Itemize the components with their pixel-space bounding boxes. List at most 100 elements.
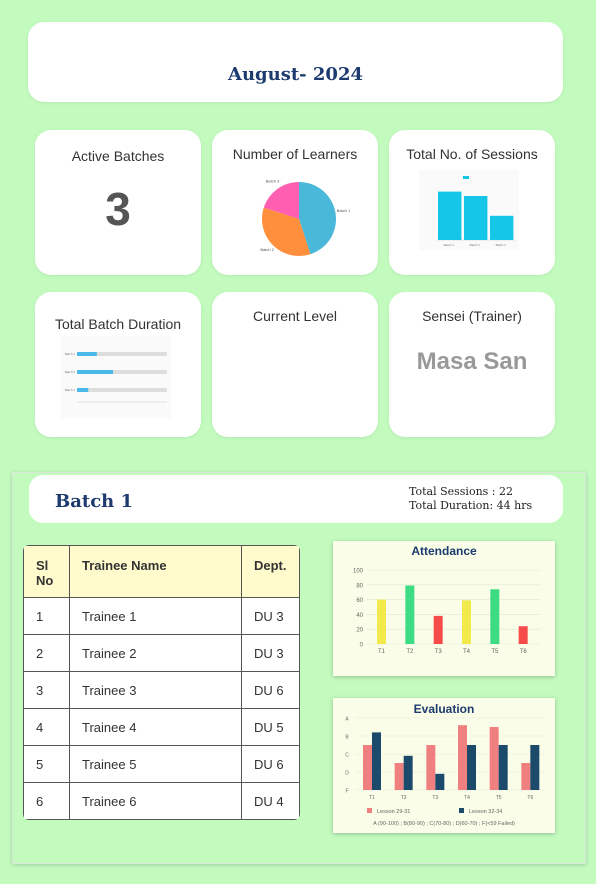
duration-card: Total Batch Duration Batch 1 Batch 2 Batch… — [35, 292, 201, 437]
cell-dept: DU 4 — [241, 782, 300, 820]
evaluation-bar — [489, 727, 499, 790]
cell-dept: DU 3 — [241, 634, 300, 672]
attendance-bar-chart: 0 20 40 60 80 100 T1 T2 T3 T4 T5 T6 — [353, 569, 541, 655]
x-tick-label: T2 — [406, 649, 414, 655]
y-tick-label: D — [345, 771, 349, 777]
duration-track — [77, 352, 167, 356]
level-card: Current Level — [212, 292, 378, 437]
duration-bar — [77, 388, 89, 392]
trainer-name: Masa San — [416, 348, 528, 375]
x-tick-label: T4 — [464, 795, 470, 801]
x-tick-label: T1 — [378, 649, 386, 655]
y-tick-label: Batch 1 — [65, 352, 76, 356]
pie-slice-label: Batch 2 — [260, 247, 274, 252]
attendance-bar — [490, 589, 500, 644]
cell-dept: DU 3 — [241, 597, 300, 635]
y-tick-label: 20 — [356, 628, 363, 634]
evaluation-bar — [394, 763, 404, 790]
y-tick-label: 40 — [356, 613, 363, 619]
table-row: 2 Trainee 2 DU 3 — [23, 634, 300, 672]
x-tick-label: T5 — [496, 795, 502, 801]
evaluation-bar — [467, 745, 476, 790]
cell-sl-no: 1 — [23, 597, 70, 635]
duration-track — [77, 370, 167, 374]
x-tick-label: T4 — [463, 649, 471, 655]
attendance-chart-card: Attendance 0 20 40 60 80 100 T1 T2 T3 T4 T5 T6 — [333, 541, 555, 676]
x-tick-label: Batch 2 — [470, 243, 481, 247]
x-tick-label: T6 — [527, 795, 533, 801]
active-batches-card: Active Batches 3 — [35, 130, 201, 275]
table-row: 5 Trainee 5 DU 6 — [23, 745, 300, 783]
evaluation-bar-chart: F D C B A T1 T3 T3 T4 T5 T6 Lesson 29-31 Lesson 32-3… — [345, 717, 545, 827]
duration-bar — [77, 370, 113, 374]
learners-card: Number of Learners Batch 1 Batch 2 Batch 3 — [212, 130, 378, 275]
sessions-card: Total No. of Sessions Batch 1 Batch 2 Batc… — [389, 130, 555, 275]
duration-bar — [77, 352, 97, 356]
level-label: Current Level — [252, 308, 338, 324]
cell-trainee-name: Trainee 4 — [69, 708, 242, 746]
pie-slice — [263, 182, 299, 219]
legend-label: Lesson 29-31 — [377, 809, 410, 815]
cell-dept: DU 6 — [241, 745, 300, 783]
table-header-row: Sl No Trainee Name Dept. — [23, 545, 300, 598]
batch-total-sessions: Total Sessions : 22 — [409, 485, 514, 498]
month-header-card: August- 2024 — [28, 22, 563, 102]
evaluation-bar — [372, 732, 381, 790]
x-tick-label: T3 — [432, 795, 438, 801]
evaluation-bar — [530, 745, 540, 790]
header-trainee-name: Trainee Name — [69, 545, 242, 598]
attendance-bar — [462, 600, 471, 644]
x-tick-label: T6 — [520, 649, 528, 655]
sessions-bar — [438, 191, 462, 240]
duration-track — [77, 388, 167, 392]
attendance-bar — [518, 626, 528, 644]
pie-slice-label: Batch 1 — [337, 208, 351, 213]
evaluation-title: Evaluation — [413, 702, 475, 716]
pie-slice — [299, 182, 336, 255]
y-tick-label: 60 — [356, 598, 363, 604]
cell-trainee-name: Trainee 5 — [69, 745, 242, 783]
sessions-bar — [490, 215, 514, 240]
cell-dept: DU 6 — [241, 671, 300, 709]
grade-footnote: A (90-100) ; B(80-90) ; C(70-80) ; D(60-… — [373, 821, 515, 827]
sessions-bar — [464, 196, 488, 240]
evaluation-bar — [498, 745, 508, 790]
month-title: August- 2024 — [227, 64, 363, 85]
attendance-bar — [377, 599, 386, 644]
sessions-bar-chart: Batch 1 Batch 2 Batch 3 — [419, 170, 519, 250]
y-tick-label: 80 — [356, 583, 363, 589]
y-tick-label: 0 — [360, 643, 364, 649]
cell-trainee-name: Trainee 6 — [69, 782, 242, 820]
evaluation-chart-card: Evaluation F D C B A T1 T3 T3 T4 T5 T6 Lesson 29-31… — [333, 698, 555, 833]
evaluation-bar — [403, 755, 413, 790]
x-tick-label: T3 — [435, 649, 443, 655]
table-row: 6 Trainee 6 DU 4 — [23, 782, 300, 820]
x-tick-label: T3 — [401, 795, 407, 801]
attendance-bar — [433, 615, 443, 644]
cell-sl-no: 5 — [23, 745, 70, 783]
duration-hbar-chart: Batch 1 Batch 2 Batch 3 — [61, 336, 171, 418]
table-row: 1 Trainee 1 DU 3 — [23, 597, 300, 635]
evaluation-bar — [521, 763, 531, 790]
trainer-label: Sensei (Trainer) — [422, 308, 522, 324]
y-tick-label: 100 — [353, 569, 364, 575]
y-tick-label: F — [345, 789, 348, 795]
trainer-card: Sensei (Trainer) Masa San — [389, 292, 555, 437]
batch-meta: Total Sessions : 22 Total Duration: 44 h… — [409, 485, 532, 513]
cell-sl-no: 3 — [23, 671, 70, 709]
active-batches-value: 3 — [105, 183, 131, 235]
cell-sl-no: 2 — [23, 634, 70, 672]
learners-label: Number of Learners — [232, 146, 358, 162]
table-row: 4 Trainee 4 DU 5 — [23, 708, 300, 746]
cell-dept: DU 5 — [241, 708, 300, 746]
sessions-label: Total No. of Sessions — [406, 146, 538, 162]
cell-sl-no: 4 — [23, 708, 70, 746]
x-tick-label: T1 — [369, 795, 375, 801]
cell-trainee-name: Trainee 3 — [69, 671, 242, 709]
y-tick-label: B — [345, 735, 349, 741]
batch-header-card: Batch 1 Total Sessions : 22 Total Durati… — [29, 475, 563, 523]
learners-pie-chart: Batch 1 Batch 2 Batch 3 — [260, 179, 351, 256]
batch-title: Batch 1 — [55, 491, 134, 512]
legend-label: Lesson 32-34 — [469, 809, 502, 815]
cell-sl-no: 6 — [23, 782, 70, 820]
